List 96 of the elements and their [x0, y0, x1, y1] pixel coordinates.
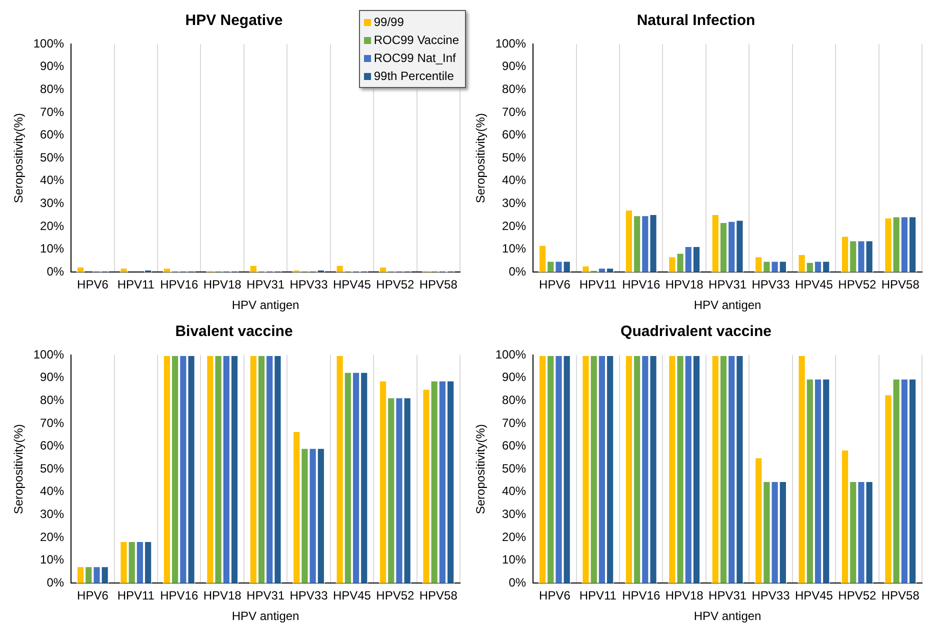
x-tick-label: HPV6	[77, 278, 109, 292]
chart-title: Natural Infection	[636, 12, 756, 30]
y-tick-label: 90%	[40, 59, 64, 74]
x-tick-label: HPV6	[77, 588, 109, 603]
x-tick-label: HPV18	[203, 278, 242, 292]
x-tick-label: HPV18	[203, 588, 242, 603]
y-tick-label: 20%	[40, 530, 64, 544]
y-axis-title: Seropositivity(%)	[12, 424, 26, 514]
x-tick-label: HPV16	[160, 278, 198, 292]
y-tick-label: 80%	[40, 82, 64, 96]
x-tick-label: HPV45	[332, 588, 372, 603]
y-tick-label: 40%	[502, 173, 526, 188]
x-tick-label: HPV58	[419, 588, 458, 603]
x-tick-label: HPV16	[160, 588, 198, 603]
y-tick-label: 40%	[40, 484, 64, 498]
x-tick-label: HPV33	[290, 588, 328, 603]
x-tick-label: HPV52	[838, 278, 877, 292]
x-tick-label: HPV33	[752, 278, 790, 292]
x-tick-label: HPV11	[117, 278, 155, 292]
y-tick-label: 50%	[40, 150, 64, 164]
x-axis-title: HPV antigen	[694, 609, 762, 624]
y-tick-label: 0%	[508, 576, 526, 590]
x-axis-title: HPV antigen	[694, 298, 762, 312]
y-tick-label: 60%	[502, 128, 526, 142]
y-tick-label: 10%	[40, 242, 64, 256]
y-tick-label: 70%	[502, 104, 526, 119]
y-tick-label: 90%	[502, 370, 526, 384]
y-tick-label: 0%	[46, 264, 64, 279]
x-tick-label: HPV31	[246, 588, 285, 603]
y-tick-label: 20%	[502, 530, 526, 544]
y-tick-label: 80%	[40, 392, 64, 407]
x-tick-label: HPV18	[665, 588, 704, 603]
y-tick-label: 30%	[40, 196, 64, 210]
legend-label: ROC99 Nat_Inf	[374, 50, 456, 67]
x-axis-title: HPV antigen	[232, 298, 300, 312]
x-tick-label: HPV58	[881, 278, 920, 292]
y-tick-label: 100%	[495, 347, 526, 362]
y-tick-label: 50%	[40, 461, 64, 476]
y-tick-label: 30%	[502, 507, 526, 522]
y-tick-label: 10%	[502, 552, 526, 567]
x-axis-title: HPV antigen	[232, 609, 300, 624]
y-tick-label: 60%	[40, 438, 64, 453]
x-tick-label: HPV52	[376, 278, 415, 292]
y-tick-label: 90%	[40, 370, 64, 384]
y-tick-label: 50%	[502, 461, 526, 476]
x-tick-label: HPV11	[579, 588, 617, 603]
x-tick-label: HPV16	[622, 588, 660, 603]
y-tick-label: 30%	[502, 196, 526, 210]
x-tick-label: HPV52	[838, 588, 877, 603]
y-tick-label: 30%	[40, 507, 64, 522]
chart-title: HPV Negative	[185, 12, 283, 30]
x-tick-label: HPV45	[794, 588, 834, 603]
x-tick-label: HPV33	[290, 278, 328, 292]
y-tick-label: 90%	[502, 59, 526, 74]
x-tick-label: HPV11	[579, 278, 617, 292]
y-axis-title: Seropositivity(%)	[12, 113, 26, 204]
y-tick-label: 80%	[502, 392, 526, 407]
x-tick-label: HPV31	[708, 588, 747, 603]
y-tick-label: 20%	[502, 218, 526, 233]
legend-label: 99/99	[374, 14, 404, 31]
x-tick-label: HPV45	[332, 278, 372, 292]
chart-title: Quadrivalent vaccine	[620, 323, 772, 340]
y-tick-label: 0%	[508, 264, 526, 279]
legend-label: 99th Percentile	[374, 68, 454, 85]
x-tick-label: HPV45	[794, 278, 834, 292]
x-tick-label: HPV16	[622, 278, 660, 292]
legend-label: ROC99 Vaccine	[374, 32, 459, 49]
y-tick-label: 70%	[40, 104, 64, 119]
y-tick-label: 40%	[502, 484, 526, 498]
y-axis-title: Seropositivity(%)	[474, 113, 488, 204]
y-tick-label: 80%	[502, 82, 526, 96]
x-tick-label: HPV18	[665, 278, 704, 292]
y-tick-label: 60%	[502, 438, 526, 453]
x-tick-label: HPV33	[752, 588, 790, 603]
y-tick-label: 60%	[40, 128, 64, 142]
y-axis-title: Seropositivity(%)	[474, 424, 488, 514]
y-tick-label: 100%	[33, 36, 64, 50]
x-tick-label: HPV11	[117, 588, 155, 603]
x-tick-label: HPV58	[881, 588, 920, 603]
y-tick-label: 0%	[46, 576, 64, 590]
x-tick-label: HPV6	[539, 278, 571, 292]
x-tick-label: HPV58	[419, 278, 458, 292]
x-tick-label: HPV31	[246, 278, 285, 292]
x-tick-label: HPV52	[376, 588, 415, 603]
y-tick-label: 10%	[40, 552, 64, 567]
y-tick-label: 20%	[40, 218, 64, 233]
y-tick-label: 100%	[495, 36, 526, 50]
y-tick-label: 70%	[40, 416, 64, 430]
x-tick-label: HPV31	[708, 278, 747, 292]
y-tick-label: 50%	[502, 150, 526, 164]
chart-title: Bivalent vaccine	[175, 323, 293, 340]
y-tick-label: 70%	[502, 416, 526, 430]
y-tick-label: 100%	[33, 347, 64, 362]
x-tick-label: HPV6	[539, 588, 571, 603]
y-tick-label: 10%	[502, 242, 526, 256]
y-tick-label: 40%	[40, 173, 64, 188]
